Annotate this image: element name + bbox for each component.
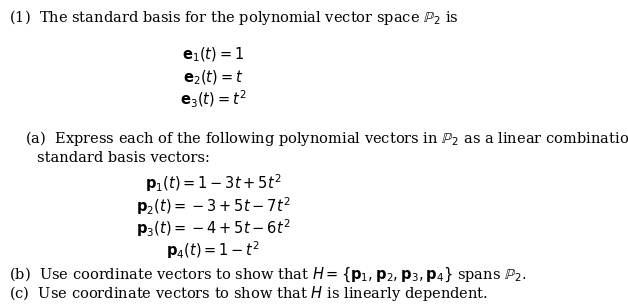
Text: $\mathbf{p}_1(t) = 1 - 3t + 5t^2$: $\mathbf{p}_1(t) = 1 - 3t + 5t^2$ xyxy=(145,173,282,194)
Text: $\mathbf{p}_2(t) = -3 + 5t - 7t^2$: $\mathbf{p}_2(t) = -3 + 5t - 7t^2$ xyxy=(136,195,291,217)
Text: (a)  Express each of the following polynomial vectors in $\mathbb{P}_2$ as a lin: (a) Express each of the following polyno… xyxy=(24,129,628,148)
Text: (c)  Use coordinate vectors to show that $H$ is linearly dependent.: (c) Use coordinate vectors to show that … xyxy=(9,284,488,303)
Text: (1)  The standard basis for the polynomial vector space $\mathbb{P}_2$ is: (1) The standard basis for the polynomia… xyxy=(9,8,458,27)
Text: (b)  Use coordinate vectors to show that $H = \{\mathbf{p}_1, \mathbf{p}_2, \mat: (b) Use coordinate vectors to show that … xyxy=(9,265,526,284)
Text: $\mathbf{e}_1(t) = 1$: $\mathbf{e}_1(t) = 1$ xyxy=(183,46,244,64)
Text: standard basis vectors:: standard basis vectors: xyxy=(36,151,210,165)
Text: $\mathbf{p}_3(t) = -4 + 5t - 6t^2$: $\mathbf{p}_3(t) = -4 + 5t - 6t^2$ xyxy=(136,217,291,239)
Text: $\mathbf{p}_4(t) = 1 - t^2$: $\mathbf{p}_4(t) = 1 - t^2$ xyxy=(166,240,261,261)
Text: $\mathbf{e}_2(t) = t$: $\mathbf{e}_2(t) = t$ xyxy=(183,68,244,87)
Text: $\mathbf{e}_3(t) = t^2$: $\mathbf{e}_3(t) = t^2$ xyxy=(180,89,247,110)
